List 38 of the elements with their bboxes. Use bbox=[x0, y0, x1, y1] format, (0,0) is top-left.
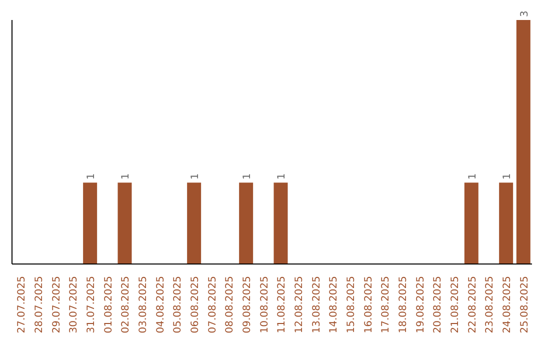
x-tick-label: 23.08.2025 bbox=[484, 276, 496, 334]
x-tick-label: 16.08.2025 bbox=[363, 276, 374, 334]
x-tick-label: 08.08.2025 bbox=[224, 276, 236, 334]
x-tick-label: 12.08.2025 bbox=[294, 276, 305, 334]
x-tick-label: 10.08.2025 bbox=[259, 276, 270, 334]
x-tick-label: 17.08.2025 bbox=[380, 276, 392, 334]
x-tick-label: 11.08.2025 bbox=[276, 276, 288, 334]
data-label: 1 bbox=[242, 173, 254, 180]
x-tick-label: 25.08.2025 bbox=[519, 276, 530, 334]
x-tick-label: 21.08.2025 bbox=[450, 276, 461, 334]
x-tick-label: 04.08.2025 bbox=[155, 276, 166, 334]
data-label: 1 bbox=[120, 173, 132, 180]
x-tick-label: 18.08.2025 bbox=[398, 276, 409, 334]
x-tick-label: 22.08.2025 bbox=[467, 276, 478, 334]
data-label: 1 bbox=[86, 173, 98, 180]
x-tick-label: 31.07.2025 bbox=[86, 276, 97, 334]
x-tick-label: 07.08.2025 bbox=[207, 276, 218, 334]
x-tick-label: 03.08.2025 bbox=[138, 276, 149, 334]
x-tick-label: 28.07.2025 bbox=[34, 276, 45, 334]
x-tick-label: 24.08.2025 bbox=[502, 276, 513, 334]
data-label: 1 bbox=[467, 173, 478, 180]
x-tick-label: 01.08.2025 bbox=[103, 276, 114, 334]
x-tick-label: 27.07.2025 bbox=[16, 276, 28, 334]
data-label: 1 bbox=[276, 173, 288, 180]
x-tick-label: 13.08.2025 bbox=[311, 276, 322, 334]
x-tick-label: 20.08.2025 bbox=[432, 276, 444, 334]
data-label: 1 bbox=[190, 173, 202, 180]
x-tick-label: 02.08.2025 bbox=[120, 276, 132, 334]
x-tick-label: 09.08.2025 bbox=[242, 276, 253, 334]
x-tick-label: 30.07.2025 bbox=[68, 276, 80, 334]
data-label: 3 bbox=[519, 10, 530, 17]
x-tick-label: 14.08.2025 bbox=[328, 276, 340, 334]
x-tick-label: 15.08.2025 bbox=[346, 276, 357, 334]
x-tick-label: 29.07.2025 bbox=[51, 276, 62, 334]
x-tick-label: 05.08.2025 bbox=[172, 276, 184, 334]
data-label: 1 bbox=[502, 173, 514, 180]
x-tick-label: 19.08.2025 bbox=[415, 276, 426, 334]
x-tick-label: 06.08.2025 bbox=[190, 276, 201, 334]
